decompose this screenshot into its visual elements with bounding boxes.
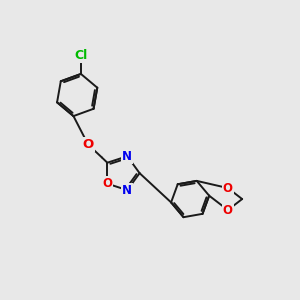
Text: N: N — [122, 184, 132, 196]
Text: O: O — [223, 203, 233, 217]
Text: O: O — [223, 182, 233, 194]
Text: N: N — [122, 150, 132, 163]
Text: Cl: Cl — [74, 49, 88, 62]
Text: O: O — [102, 177, 112, 190]
Text: O: O — [82, 138, 94, 151]
